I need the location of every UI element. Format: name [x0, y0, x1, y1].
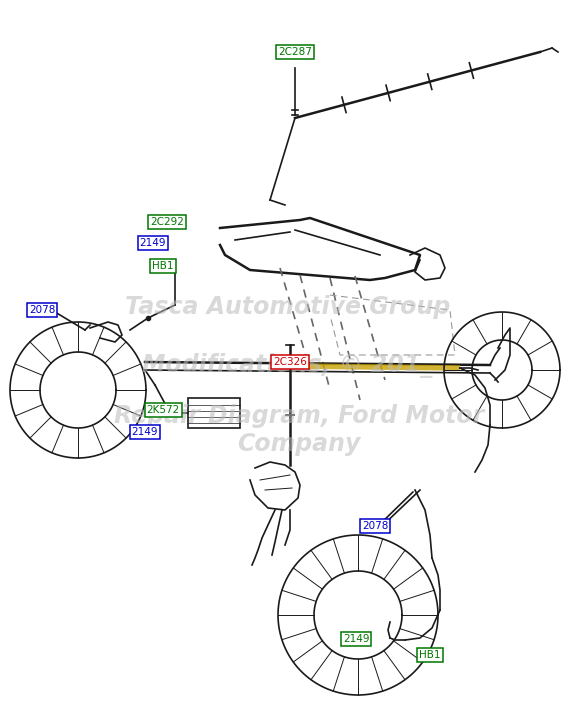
Text: 2C326: 2C326 [273, 357, 307, 367]
Text: 2149: 2149 [132, 427, 158, 437]
Text: Tasca Automotive Group: Tasca Automotive Group [125, 295, 450, 320]
Text: 2078: 2078 [29, 305, 55, 315]
Text: HB1: HB1 [152, 261, 174, 271]
Text: HB1: HB1 [419, 650, 441, 660]
Text: 2C292: 2C292 [150, 217, 184, 227]
Text: 2078: 2078 [362, 521, 388, 531]
Text: 2149: 2149 [140, 238, 166, 248]
Text: 2C287: 2C287 [278, 47, 312, 57]
Text: Repair Diagram, Ford Motor
Company: Repair Diagram, Ford Motor Company [114, 404, 484, 456]
FancyBboxPatch shape [188, 398, 240, 428]
Text: 2K572: 2K572 [147, 405, 179, 415]
Text: 2149: 2149 [343, 634, 369, 644]
Text: Modifications, © 201_: Modifications, © 201_ [143, 353, 432, 377]
